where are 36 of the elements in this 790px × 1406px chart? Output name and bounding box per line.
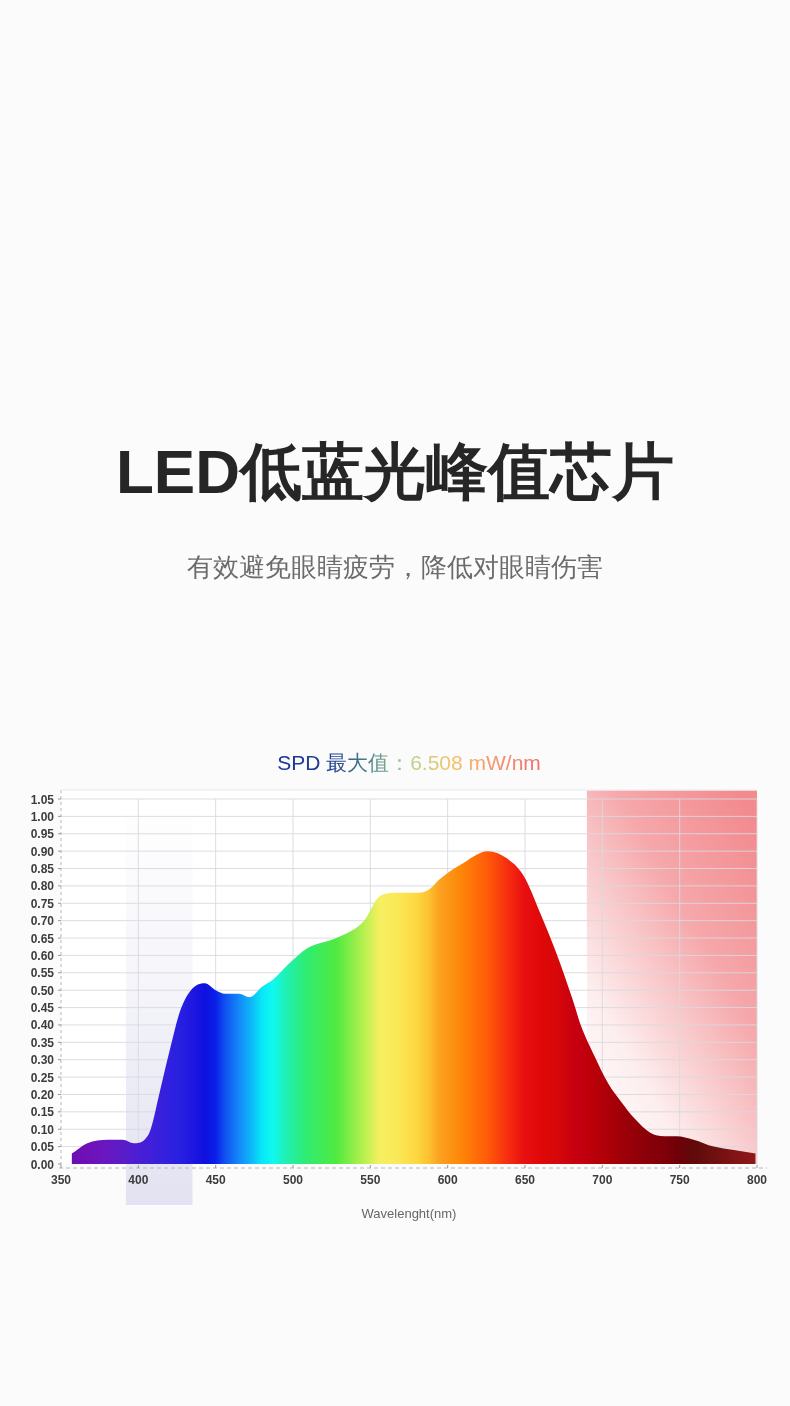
ytick: 0.85 bbox=[30, 862, 54, 876]
ytick: 0.30 bbox=[30, 1053, 54, 1068]
ytick: 0.60 bbox=[30, 948, 54, 963]
annotation: SPD 最大值：6.508 mW/nm bbox=[277, 751, 541, 774]
ytick: 0.55 bbox=[30, 966, 54, 981]
ytick: 1.05 bbox=[30, 792, 54, 807]
ytick: 0.20 bbox=[30, 1088, 54, 1102]
ytick: 0.15 bbox=[30, 1105, 54, 1120]
xtick: 500 bbox=[283, 1173, 303, 1187]
xtick: 600 bbox=[437, 1173, 458, 1187]
ytick: 0.90 bbox=[30, 844, 54, 859]
xlabel: Wavelenght(nm) bbox=[361, 1206, 457, 1221]
ytick: 0.70 bbox=[30, 914, 54, 929]
xtick: 750 bbox=[669, 1173, 690, 1187]
ytick: 0.80 bbox=[30, 879, 54, 894]
ytick: 0.25 bbox=[30, 1070, 54, 1085]
ytick: 0.65 bbox=[30, 931, 54, 946]
ytick: 0.50 bbox=[30, 983, 54, 998]
subtitle: 有效避免眼睛疲劳，降低对眼睛伤害 bbox=[187, 552, 603, 582]
title: LED低蓝光峰值芯片 bbox=[116, 437, 674, 506]
ytick: 0.00 bbox=[30, 1157, 54, 1172]
ytick: 0.10 bbox=[30, 1122, 54, 1137]
xtick: 400 bbox=[128, 1173, 149, 1187]
ytick: 0.75 bbox=[30, 896, 54, 911]
ytick: 0.45 bbox=[30, 1001, 54, 1016]
ytick: 0.40 bbox=[30, 1018, 54, 1033]
ytick: 1.00 bbox=[30, 809, 54, 824]
xtick: 800 bbox=[747, 1173, 767, 1187]
xtick: 650 bbox=[515, 1173, 535, 1187]
ytick: 0.05 bbox=[30, 1140, 54, 1155]
ytick: 0.95 bbox=[30, 827, 54, 842]
ytick: 0.35 bbox=[30, 1035, 54, 1050]
xtick: 450 bbox=[205, 1173, 226, 1187]
xtick: 550 bbox=[360, 1173, 381, 1187]
xtick: 350 bbox=[51, 1173, 71, 1187]
xtick: 700 bbox=[592, 1173, 613, 1187]
